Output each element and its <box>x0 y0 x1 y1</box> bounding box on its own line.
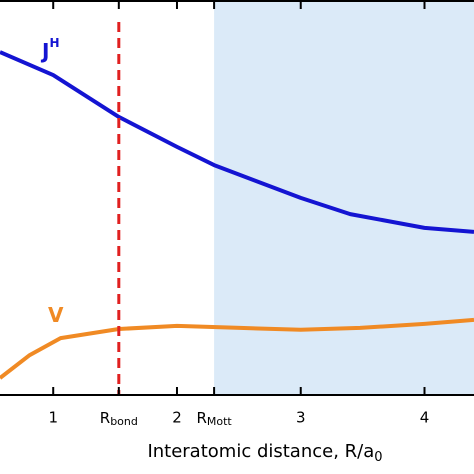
x-tick-label-sub: Mott <box>207 415 233 428</box>
series-label-sup: H <box>49 36 59 50</box>
x-axis-label: Interatomic distance, R/a0 <box>147 441 382 465</box>
shaded-region <box>214 0 474 395</box>
x-tick-label-sub: bond <box>110 415 138 428</box>
x-tick-label: Rbond <box>100 409 138 429</box>
x-tick-label-main: R <box>100 409 110 427</box>
x-tick-label: RMott <box>196 409 232 429</box>
x-tick-label: 3 <box>296 409 306 427</box>
x-tick-label: 1 <box>48 409 58 427</box>
series-label: V <box>48 303 64 327</box>
line <box>0 317 474 380</box>
x-tick-label: 2 <box>172 409 182 427</box>
x-axis-label-main: Interatomic distance, R/a <box>147 441 374 462</box>
line <box>0 50 474 234</box>
series-label-name: J <box>40 39 49 63</box>
x-tick-label-main: R <box>196 409 206 427</box>
series-label: JH <box>40 36 60 63</box>
series-label-name: V <box>48 303 64 327</box>
x-axis-label-sub: 0 <box>374 450 382 465</box>
x-tick-label: 4 <box>420 409 430 427</box>
